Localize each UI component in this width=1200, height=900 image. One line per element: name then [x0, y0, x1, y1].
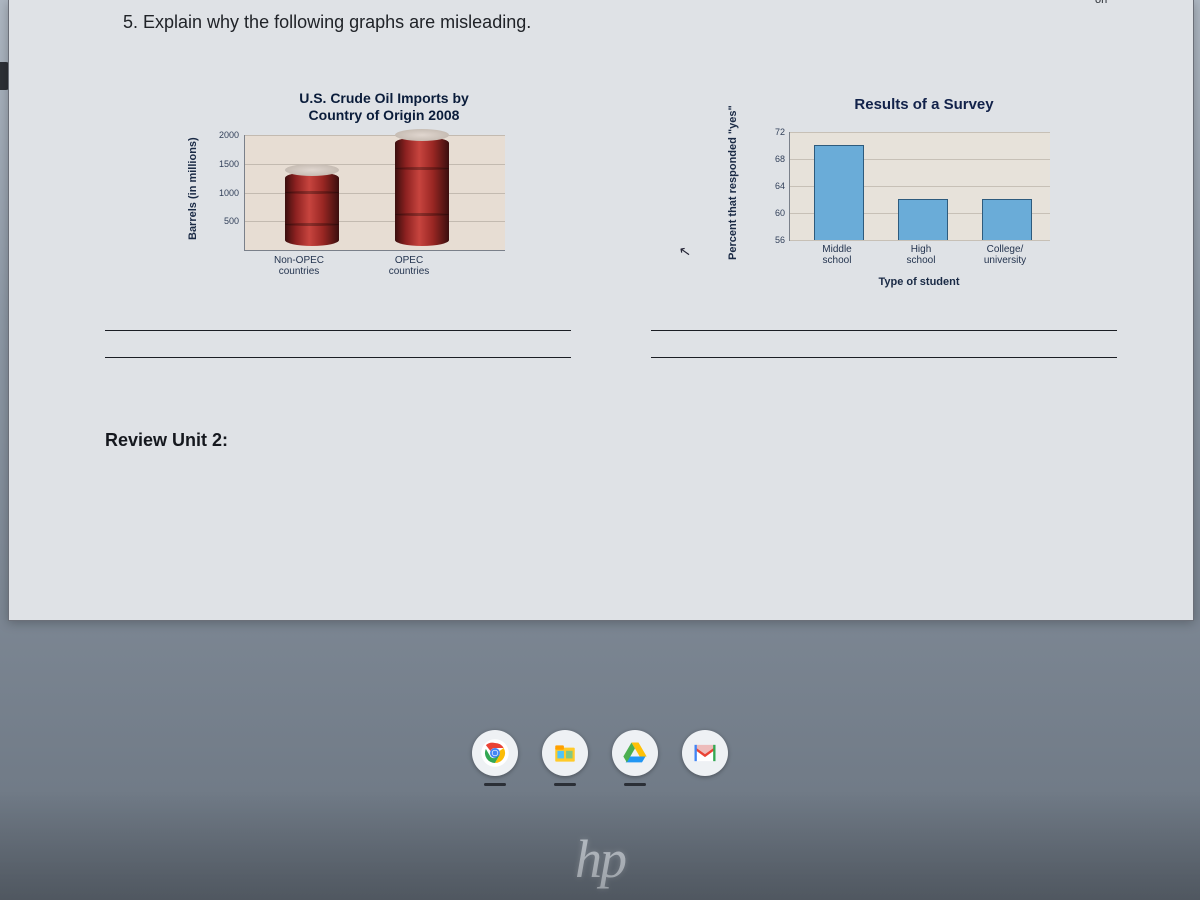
chart-survey: Results of a Survey Percent that respond…	[729, 90, 1059, 320]
charts-row: U.S. Crude Oil Imports byCountry of Orig…	[189, 90, 1129, 320]
barrel-bar	[395, 135, 449, 250]
gmail-icon[interactable]	[682, 730, 728, 776]
chart1-plot-area	[244, 135, 505, 251]
survey-bar	[898, 199, 948, 241]
answer-lines	[105, 330, 1117, 384]
google-drive-icon[interactable]	[612, 730, 658, 776]
review-heading: Review Unit 2:	[105, 430, 228, 451]
barrel-bar	[285, 170, 339, 251]
chart-oil-imports: U.S. Crude Oil Imports byCountry of Orig…	[189, 90, 519, 320]
chart2-plot-area	[789, 132, 1050, 241]
chart2-xlabel: Type of student	[789, 276, 1049, 288]
answer-line	[105, 330, 571, 331]
partial-label: on	[1095, 0, 1113, 12]
file-explorer-icon[interactable]	[542, 730, 588, 776]
survey-bar	[982, 199, 1032, 241]
chart2-title: Results of a Survey	[784, 96, 1064, 113]
chart2-ylabel: Percent that responded "yes"	[727, 105, 739, 260]
taskbar	[0, 730, 1200, 792]
answer-line	[105, 357, 571, 358]
survey-bar	[814, 145, 864, 241]
chart1-ylabel: Barrels (in millions)	[187, 137, 199, 240]
chrome-icon[interactable]	[472, 730, 518, 776]
laptop-screenshot: on 5. Explain why the following graphs a…	[0, 0, 1200, 900]
chart2-y-ticks: 5660646872	[765, 130, 787, 242]
hp-logo: hp	[0, 828, 1200, 890]
document-window: on 5. Explain why the following graphs a…	[8, 0, 1194, 621]
answer-line	[651, 357, 1117, 358]
chart1-title: U.S. Crude Oil Imports byCountry of Orig…	[249, 90, 519, 124]
question-text: 5. Explain why the following graphs are …	[123, 12, 531, 33]
chart1-y-ticks: 500100015002000	[209, 133, 241, 252]
answer-line	[651, 330, 1117, 331]
